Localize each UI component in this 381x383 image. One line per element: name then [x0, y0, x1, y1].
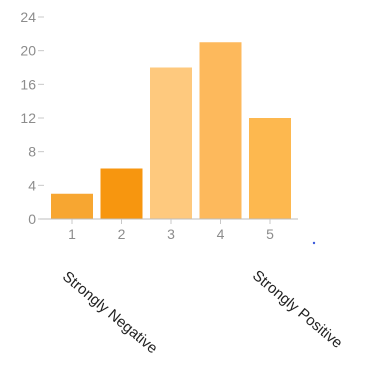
x-tick-label: 2: [118, 226, 126, 242]
bars: [51, 42, 291, 219]
y-tick-label: 8: [28, 144, 36, 160]
bar-5: [249, 118, 291, 219]
x-axis-ticks: 1 2 3 4 5: [68, 219, 274, 242]
bar-1: [51, 193, 93, 219]
x-tick-label: 1: [68, 226, 76, 242]
y-tick-label: 16: [20, 76, 36, 92]
bar-2: [100, 168, 143, 219]
stray-dot: [312, 241, 316, 245]
bar-4: [199, 42, 242, 219]
x-tick-label: 5: [266, 226, 274, 242]
x-tick-label: 4: [217, 226, 225, 242]
x-tick-label: 3: [167, 226, 175, 242]
y-tick-label: 24: [20, 9, 36, 25]
y-tick-label: 12: [20, 110, 36, 126]
y-tick-label: 4: [28, 177, 36, 193]
bar-3: [150, 67, 192, 219]
y-tick-label: 0: [28, 211, 36, 227]
y-tick-label: 20: [20, 43, 36, 59]
y-axis-ticks: 0 4 8 12 16 20 24: [20, 9, 44, 227]
